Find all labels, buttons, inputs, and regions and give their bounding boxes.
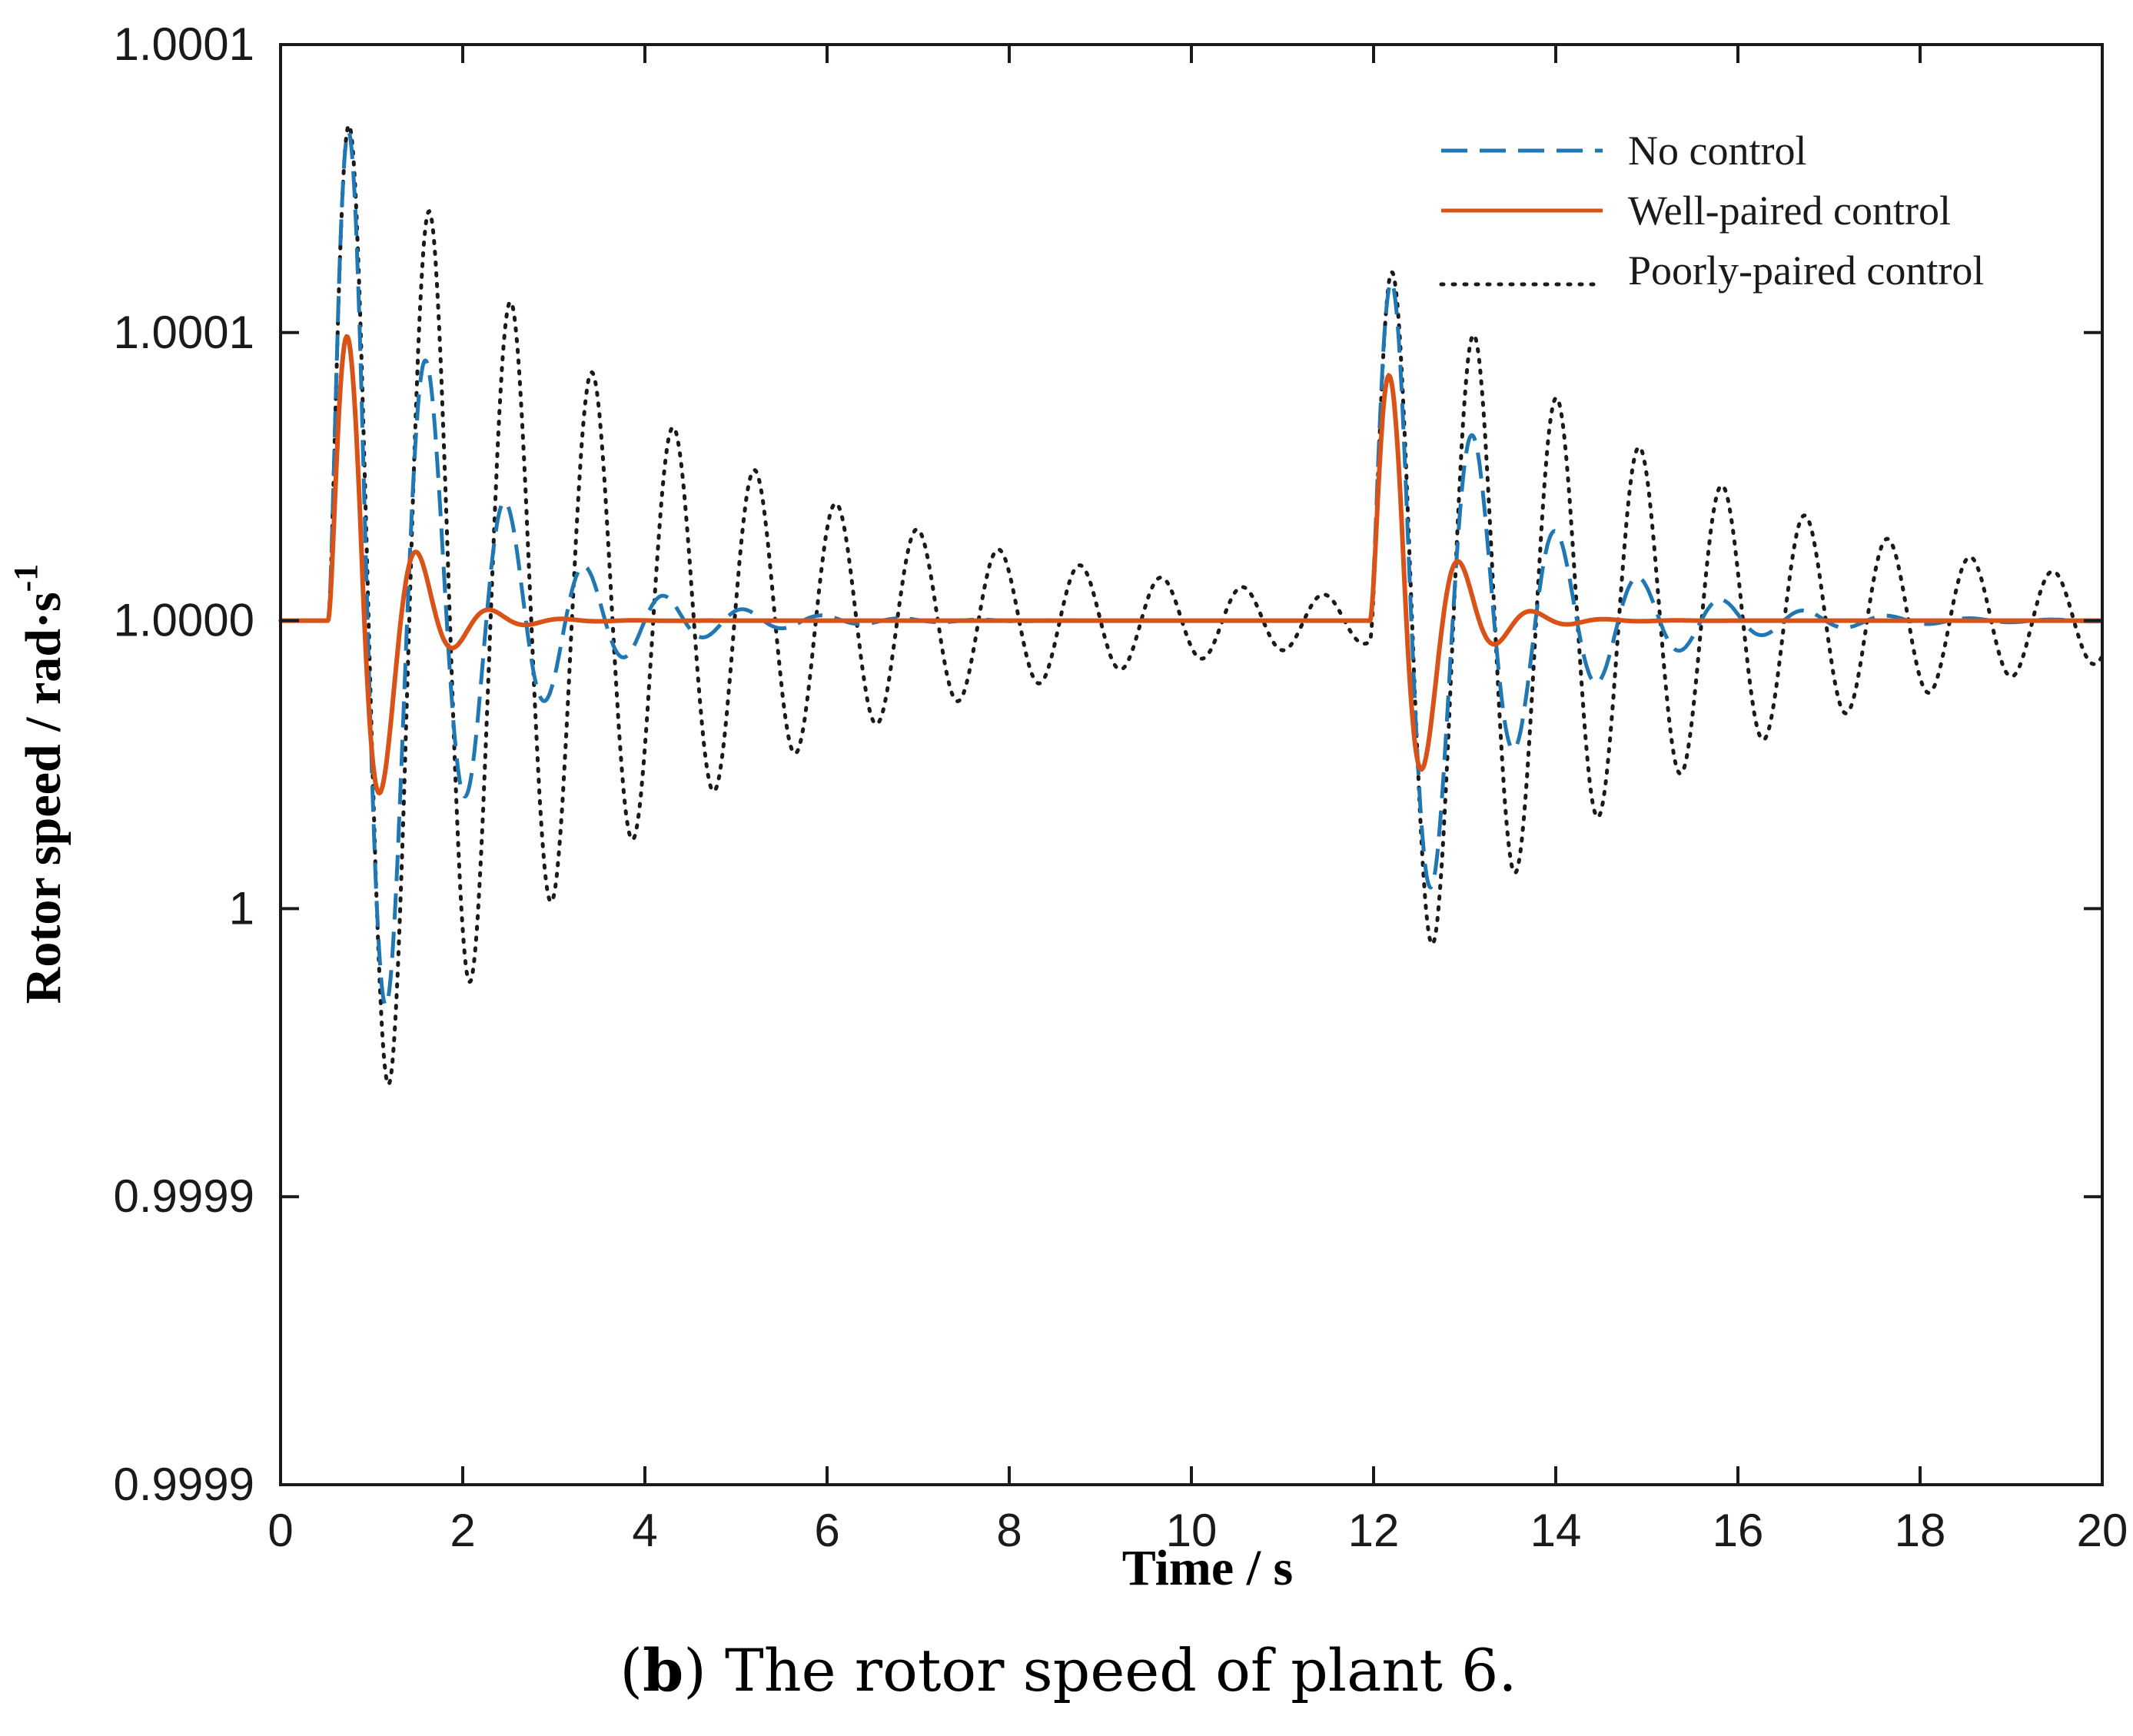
series-group [278,122,2105,1087]
x-tick-label: 10 [1166,1505,1218,1556]
x-axis: 0 2 4 6 8 10 12 14 16 18 20 [267,45,2128,1556]
x-axis-label: Time / s [1122,1540,1293,1596]
x-tick-label: 16 [1713,1505,1764,1556]
y-axis: 0.9999 0.9999 1 1.0000 1.0001 1.0001 [113,18,2102,1510]
y-tick-label: 0.9999 [113,1170,254,1222]
x-tick-label: 8 [996,1505,1022,1556]
legend-label-poorly-paired: Poorly-paired control [1628,247,1984,294]
y-tick-label: 1.0001 [113,307,254,358]
x-tick-label: 4 [632,1505,657,1556]
y-axis-label-superscript: -1 [7,564,45,592]
x-tick-label: 14 [1530,1505,1582,1556]
legend-label-well-paired: Well-paired control [1628,188,1951,234]
series-line-poorly-paired-control [278,122,2105,1087]
x-tick-label: 2 [450,1505,475,1556]
x-tick-label: 12 [1348,1505,1400,1556]
y-tick-label: 1.0001 [113,18,254,70]
caption-text: ) The rotor speed of plant 6. [683,1636,1517,1704]
figure-caption: (b) The rotor speed of plant 6. [620,1636,1517,1704]
y-tick-label: 1.0000 [113,595,254,646]
y-tick-label: 1 [229,882,254,934]
x-tick-label: 0 [267,1505,293,1556]
x-tick-label: 6 [814,1505,839,1556]
x-tick-label: 20 [2077,1505,2128,1556]
x-tick-label: 18 [1895,1505,1946,1556]
y-tick-label: 0.9999 [113,1459,254,1510]
plot-area [281,45,2102,1485]
series-line-well-paired-control [281,334,2102,796]
legend: No control Well-paired control Poorly-pa… [1439,128,1984,294]
y-axis-label: Rotor speed / rad·s-1 [7,564,71,1004]
caption-letter: b [643,1636,683,1704]
legend-label-no-control: No control [1628,128,1806,174]
